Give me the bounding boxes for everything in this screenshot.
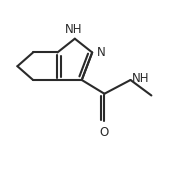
Text: O: O [100, 126, 109, 139]
Text: NH: NH [132, 72, 150, 85]
Text: NH: NH [65, 23, 83, 36]
Text: N: N [97, 46, 105, 59]
